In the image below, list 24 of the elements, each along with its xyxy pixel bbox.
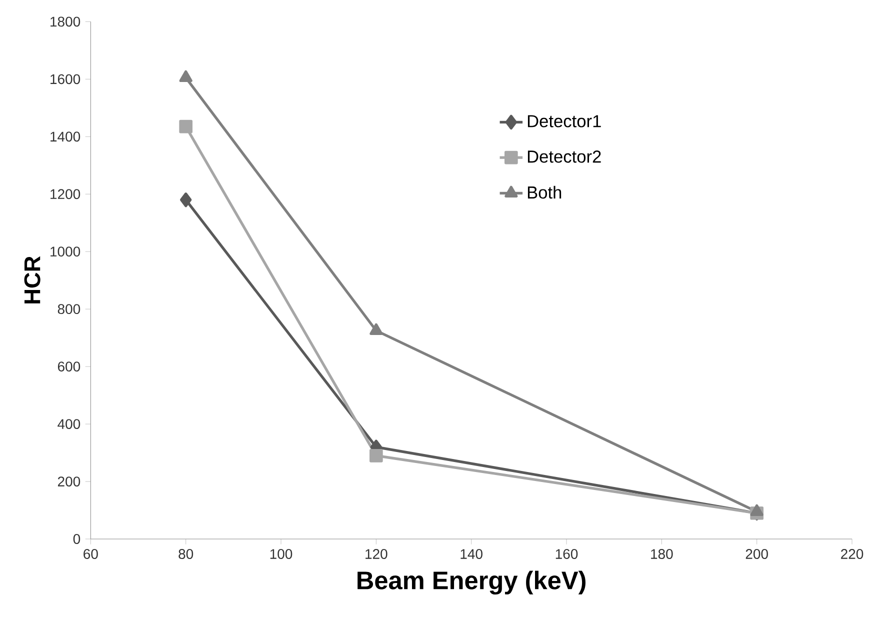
x-axis-title: Beam Energy (keV) — [358, 570, 586, 595]
y-tick-label: 1000 — [50, 246, 80, 257]
y-tick-label: 1800 — [50, 16, 80, 27]
y-tick-label: 600 — [58, 362, 80, 372]
y-tick-label: 0 — [73, 534, 80, 544]
y-tick-label: 400 — [58, 419, 80, 430]
legend-label: Detector1 — [528, 115, 601, 128]
x-tick-label: 180 — [651, 549, 673, 559]
x-tick-label: 160 — [556, 549, 578, 559]
y-tick-label: 1200 — [50, 189, 80, 200]
y-tick-label: 1600 — [50, 74, 80, 84]
y-tick-label: 200 — [58, 476, 80, 486]
y-tick-label: 800 — [58, 304, 80, 314]
legend-label: Detector2 — [528, 150, 601, 163]
x-tick-label: 60 — [84, 549, 98, 559]
legend-label: Both — [528, 186, 562, 199]
x-tick-label: 140 — [460, 549, 482, 559]
x-tick-label: 200 — [746, 549, 768, 559]
x-tick-label: 120 — [366, 549, 388, 559]
y-tick-label: 1400 — [50, 132, 80, 142]
x-tick-label: 220 — [841, 549, 864, 559]
y-axis-title: HCR — [24, 256, 40, 304]
x-tick-label: 80 — [178, 549, 194, 559]
x-tick-label: 100 — [270, 549, 292, 559]
